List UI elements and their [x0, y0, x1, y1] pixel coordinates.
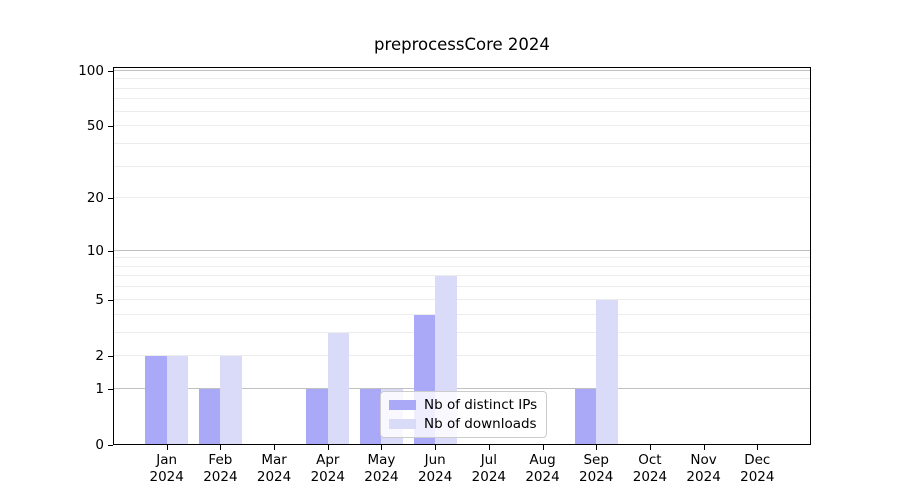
legend-swatch-distinct-ips	[389, 400, 416, 410]
legend: Nb of distinct IPs Nb of downloads	[380, 391, 548, 438]
minor-gridline-7	[113, 275, 811, 277]
x-tick-label-nov: Nov 2024	[686, 452, 721, 485]
y-tick-label-10: 10	[86, 242, 104, 259]
major-gridline-100	[113, 69, 811, 71]
y-tick-1	[108, 388, 113, 390]
y-tick-label-5: 5	[95, 291, 104, 308]
bar-distinct-ips-feb	[198, 388, 221, 445]
minor-gridline-8	[113, 265, 811, 267]
x-tick-label-aug: Aug 2024	[525, 452, 560, 485]
x-tick-jun	[435, 445, 437, 450]
x-tick-label-may: May 2024	[364, 452, 399, 485]
bar-distinct-ips-jan	[145, 355, 167, 445]
y-tick-label-1: 1	[95, 380, 104, 397]
minor-gridline-50	[113, 125, 811, 127]
minor-gridline-40	[113, 143, 811, 144]
x-tick-label-sep: Sep 2024	[579, 452, 614, 485]
x-tick-label-apr: Apr 2024	[310, 452, 345, 485]
x-tick-label-jun: Jun 2024	[417, 452, 453, 485]
bar-downloads-apr	[327, 332, 350, 445]
legend-label-downloads: Nb of downloads	[424, 416, 537, 432]
y-tick-label-2: 2	[95, 347, 104, 364]
y-tick-20	[108, 198, 113, 200]
minor-gridline-3	[113, 331, 811, 333]
plot-area: Nb of distinct IPs Nb of downloads	[113, 67, 811, 445]
y-tick-0	[108, 445, 113, 446]
minor-gridline-4	[113, 313, 811, 315]
y-tick-5	[108, 299, 113, 301]
x-tick-feb	[220, 445, 222, 450]
minor-gridline-30	[113, 165, 811, 167]
bar-downloads-jan	[166, 355, 189, 445]
bar-distinct-ips-may	[359, 388, 382, 445]
y-tick-label-100: 100	[78, 62, 104, 79]
x-tick-jul	[488, 445, 490, 450]
major-gridline-1	[113, 387, 811, 389]
x-tick-label-oct: Oct 2024	[632, 452, 668, 485]
legend-entry-distinct-ips: Nb of distinct IPs	[389, 398, 537, 412]
minor-gridline-90	[113, 78, 811, 80]
x-tick-may	[381, 445, 383, 450]
chart-title: preprocessCore 2024	[374, 35, 550, 54]
x-tick-oct	[649, 445, 651, 450]
legend-label-distinct-ips: Nb of distinct IPs	[424, 397, 538, 413]
x-tick-aug	[542, 445, 544, 450]
x-tick-apr	[327, 445, 329, 450]
bar-distinct-ips-apr	[306, 388, 328, 445]
y-tick-50	[108, 126, 113, 128]
y-tick-100	[108, 70, 113, 72]
bar-distinct-ips-sep	[574, 388, 597, 445]
y-tick-2	[108, 355, 113, 357]
x-tick-sep	[596, 445, 598, 450]
bar-downloads-feb	[220, 355, 242, 445]
y-tick-label-20: 20	[86, 190, 104, 207]
bar-downloads-sep	[596, 299, 618, 445]
minor-gridline-80	[113, 87, 811, 89]
x-tick-dec	[757, 445, 759, 450]
minor-gridline-6	[113, 286, 811, 288]
minor-gridline-2	[113, 354, 811, 356]
x-tick-label-feb: Feb 2024	[203, 452, 238, 485]
legend-swatch-downloads	[389, 419, 416, 429]
x-tick-jan	[166, 445, 168, 450]
minor-gridline-60	[113, 110, 811, 112]
minor-gridline-20	[113, 197, 811, 199]
y-tick-10	[108, 250, 113, 252]
x-tick-nov	[703, 445, 705, 450]
x-tick-label-jan: Jan 2024	[149, 452, 184, 485]
x-tick-label-mar: Mar 2024	[256, 452, 292, 485]
x-tick-mar	[274, 445, 276, 450]
minor-gridline-70	[113, 98, 811, 100]
legend-entry-downloads: Nb of downloads	[389, 417, 537, 431]
minor-gridline-5	[113, 298, 811, 300]
x-tick-label-jul: Jul 2024	[471, 452, 507, 485]
major-gridline-10	[113, 249, 811, 251]
x-tick-label-dec: Dec 2024	[740, 452, 775, 485]
minor-gridline-9	[113, 257, 811, 259]
y-tick-label-0: 0	[95, 437, 104, 453]
y-tick-label-50: 50	[86, 118, 104, 135]
